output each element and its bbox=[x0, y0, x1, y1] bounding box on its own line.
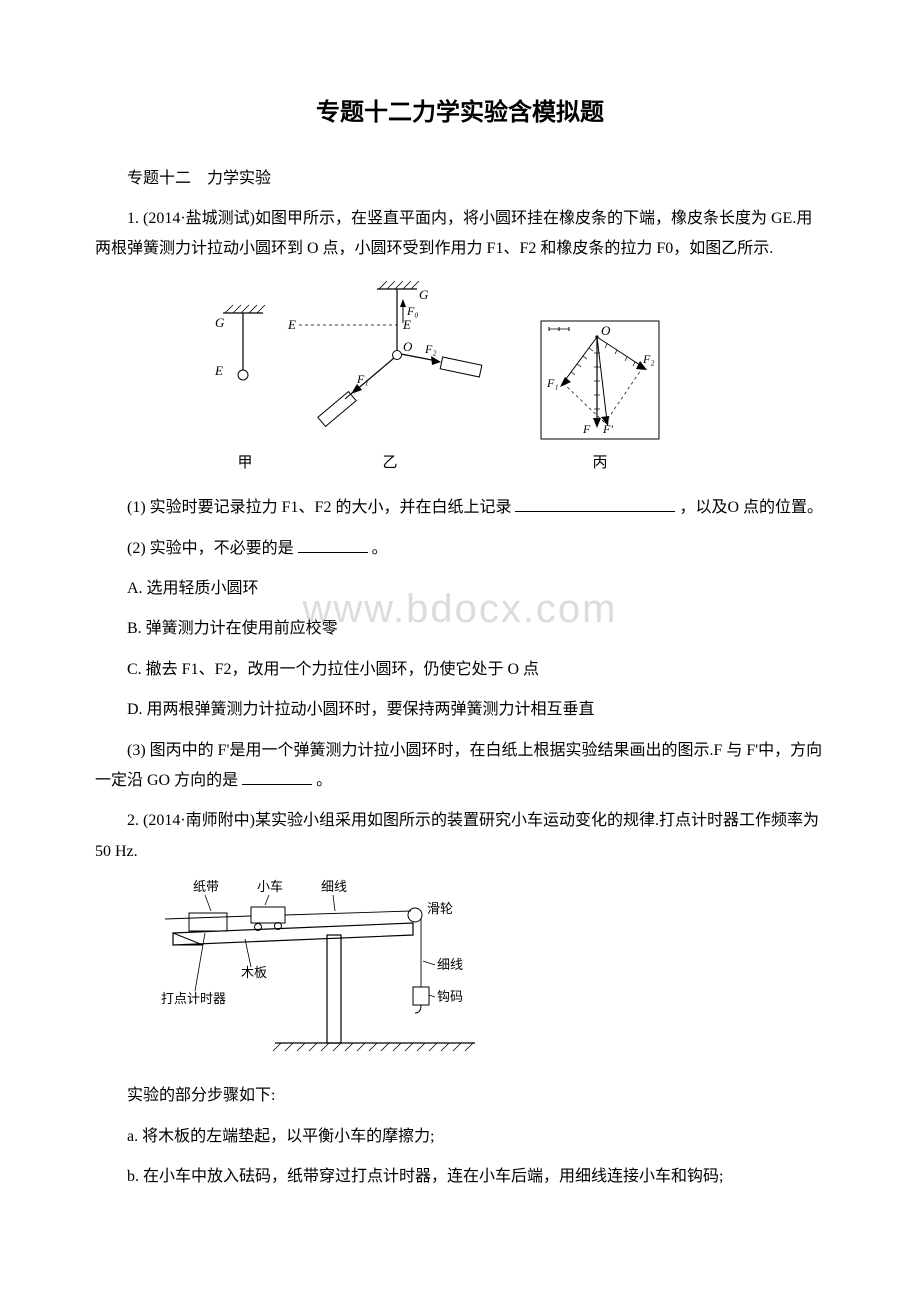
q1-p3-b: 。 bbox=[316, 772, 332, 789]
label-O: O bbox=[403, 339, 413, 354]
q1-figures: G E G F₀ E E bbox=[205, 275, 825, 445]
label-yi: 乙 bbox=[285, 449, 495, 478]
figure-jia: G E bbox=[205, 295, 285, 445]
label-O: O bbox=[601, 323, 611, 338]
label-F1: F₁ bbox=[546, 376, 559, 390]
label-F2: F₂ bbox=[424, 342, 437, 356]
label-F: F bbox=[582, 422, 591, 436]
figure-yi: G F₀ E E O F₁ F₂ bbox=[285, 275, 495, 445]
q1-figure-labels: 甲 乙 丙 bbox=[205, 449, 825, 478]
q2-stem: 2. (2014·南师附中)某实验小组采用如图所示的装置研究小车运动变化的规律.… bbox=[95, 806, 825, 867]
lbl-string2: 细线 bbox=[437, 957, 463, 972]
q1-optC: C. 撤去 F1、F2，改用一个力拉住小圆环，仍使它处于 O 点 bbox=[95, 655, 825, 685]
label-F0: F₀ bbox=[406, 304, 419, 318]
lbl-car: 小车 bbox=[257, 879, 283, 894]
figure-bing: O F₁ F₂ bbox=[535, 315, 665, 445]
lbl-tape: 纸带 bbox=[193, 879, 219, 894]
page-title: 专题十二力学实验含模拟题 bbox=[95, 90, 825, 136]
blank-2[interactable] bbox=[298, 552, 368, 553]
lbl-pulley: 滑轮 bbox=[427, 901, 453, 916]
blank-3[interactable] bbox=[242, 784, 312, 785]
lbl-hook: 钩码 bbox=[437, 989, 463, 1004]
subtitle: 专题十二 力学实验 bbox=[95, 164, 825, 194]
label-E-left: E bbox=[287, 317, 296, 332]
label-F2: F₂ bbox=[642, 352, 655, 366]
q2-stepB: b. 在小车中放入砝码，纸带穿过打点计时器，连在小车后端，用细线连接小车和钩码; bbox=[95, 1162, 825, 1192]
label-E: E bbox=[402, 317, 411, 332]
q1-stem: 1. (2014·盐城测试)如图甲所示，在竖直平面内，将小圆环挂在橡皮条的下端，… bbox=[95, 204, 825, 265]
label-G: G bbox=[215, 315, 225, 330]
q2-figure: 纸带 小车 细线 滑轮 bbox=[155, 877, 825, 1067]
q1-optB: B. 弹簧测力计在使用前应校零 bbox=[95, 614, 825, 644]
label-G: G bbox=[419, 287, 429, 302]
label-jia: 甲 bbox=[205, 449, 285, 478]
label-E: E bbox=[214, 363, 223, 378]
q2-stepA: a. 将木板的左端垫起，以平衡小车的摩擦力; bbox=[95, 1122, 825, 1152]
q1-p2: (2) 实验中，不必要的是 。 bbox=[95, 534, 825, 564]
q1-p2-a: (2) 实验中，不必要的是 bbox=[127, 540, 294, 557]
q1-p1: (1) 实验时要记录拉力 F1、F2 的大小，并在白纸上记录 ，以及O 点的位置。 bbox=[95, 493, 825, 523]
lbl-string: 细线 bbox=[321, 879, 347, 894]
q1-p3-a: (3) 图丙中的 F'是用一个弹簧测力计拉小圆环时，在白纸上根据实验结果画出的图… bbox=[95, 742, 822, 789]
q1-optA: A. 选用轻质小圆环 bbox=[95, 574, 825, 604]
q2-intro: 实验的部分步骤如下: bbox=[95, 1081, 825, 1111]
label-bing: 丙 bbox=[535, 449, 665, 478]
label-F1: F₁ bbox=[356, 372, 369, 386]
q1-p1-b: ，以及O 点的位置。 bbox=[679, 499, 823, 516]
blank-1[interactable] bbox=[515, 511, 675, 512]
q1-p3: (3) 图丙中的 F'是用一个弹簧测力计拉小圆环时，在白纸上根据实验结果画出的图… bbox=[95, 736, 825, 797]
label-Fp: F' bbox=[602, 422, 613, 436]
q1-optD: D. 用两根弹簧测力计拉动小圆环时，要保持两弹簧测力计相互垂直 bbox=[95, 695, 825, 725]
q1-p2-b: 。 bbox=[372, 540, 388, 557]
lbl-timer: 打点计时器 bbox=[161, 991, 226, 1006]
q1-p1-a: (1) 实验时要记录拉力 F1、F2 的大小，并在白纸上记录 bbox=[127, 499, 511, 516]
lbl-board: 木板 bbox=[241, 965, 267, 980]
